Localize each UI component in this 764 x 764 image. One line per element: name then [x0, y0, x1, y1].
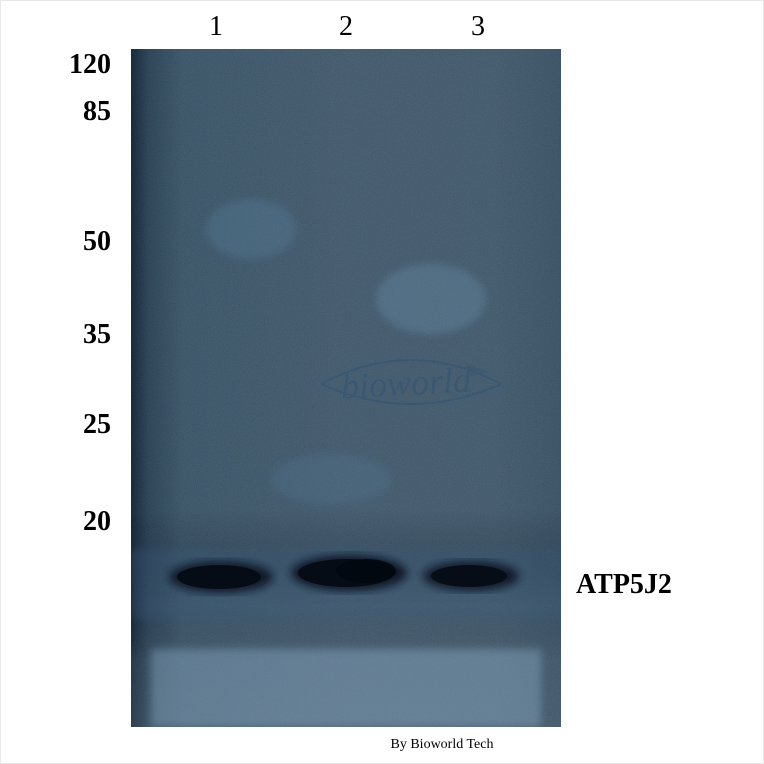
marker-120: 120: [1, 49, 111, 81]
blot-background: [131, 49, 561, 727]
protein-label: ATP5J2: [576, 569, 672, 601]
marker-25: 25: [1, 409, 111, 441]
marker-85: 85: [1, 96, 111, 128]
marker-35: 35: [1, 319, 111, 351]
lane-label-2: 2: [339, 11, 353, 43]
credit-text: By Bioworld Tech: [61, 737, 764, 753]
western-blot-figure: 1 2 3 120 85 50 35 25 20: [0, 0, 764, 764]
lane-label-1: 1: [209, 11, 223, 43]
marker-50: 50: [1, 226, 111, 258]
molecular-weight-markers: 120 85 50 35 25 20: [1, 1, 131, 763]
marker-20: 20: [1, 506, 111, 538]
lane-label-3: 3: [471, 11, 485, 43]
blot-membrane: [131, 49, 561, 727]
